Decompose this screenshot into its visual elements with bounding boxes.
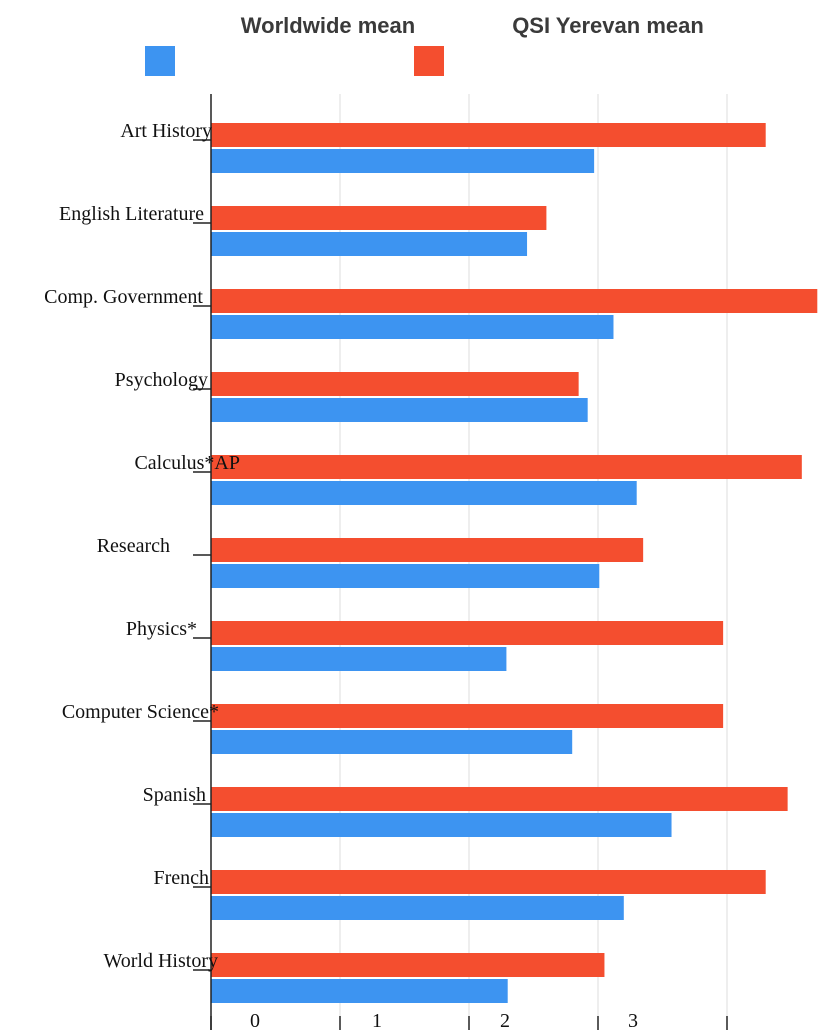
bar-qsi-yerevan-calculus-ap (211, 455, 802, 479)
x-tick-label: 2 (500, 1010, 510, 1030)
category-label: World History (104, 950, 219, 972)
bar-qsi-yerevan-psychology (211, 372, 579, 396)
legend-label-qsi-yerevan-mean: QSI Yerevan mean (512, 13, 704, 38)
bar-worldwide-comp-government (211, 315, 614, 339)
category-label: French (153, 867, 209, 889)
category-label: Research (97, 535, 170, 557)
y-axis (193, 94, 728, 1030)
bar-qsi-yerevan-research (211, 538, 644, 562)
bar-qsi-yerevan-french (211, 870, 766, 894)
bar-qsi-yerevan-spanish (211, 787, 788, 811)
legend-swatch-worldwide-mean (145, 46, 175, 76)
legend: Worldwide mean QSI Yerevan mean (145, 13, 704, 76)
legend-swatch-qsi-yerevan-mean (414, 46, 444, 76)
bar-worldwide-psychology (211, 398, 588, 422)
legend-label-worldwide-mean: Worldwide mean (241, 13, 415, 38)
category-label: Art History (120, 120, 212, 142)
x-tick-label: 3 (628, 1010, 638, 1030)
category-label: English Literature (59, 203, 204, 225)
x-tick-label: 1 (372, 1010, 382, 1030)
bar-worldwide-art-history (211, 149, 595, 173)
bar-qsi-yerevan-english-literature (211, 206, 547, 230)
bar-worldwide-world-history (211, 979, 508, 1003)
category-labels: Art History English Literature Comp. Gover… (44, 120, 240, 972)
bar-worldwide-physics (211, 647, 507, 671)
bars (211, 123, 818, 1003)
bar-qsi-yerevan-comp-government (211, 289, 818, 313)
bar-worldwide-spanish (211, 813, 672, 837)
bar-worldwide-calculus-ap (211, 481, 637, 505)
bar-worldwide-research (211, 564, 600, 588)
bar-worldwide-computer-science (211, 730, 573, 754)
category-label: Computer Science* (62, 701, 219, 723)
category-label: Physics* (126, 618, 197, 640)
bar-worldwide-french (211, 896, 624, 920)
bar-worldwide-english-literature (211, 232, 528, 256)
bar-qsi-yerevan-art-history (211, 123, 766, 147)
x-tick-labels: 0 1 2 3 (250, 1010, 638, 1030)
bar-qsi-yerevan-physics (211, 621, 724, 645)
bar-qsi-yerevan-computer-science (211, 704, 724, 728)
bar-qsi-yerevan-world-history (211, 953, 605, 977)
category-label: Calculus*AP (134, 452, 240, 474)
x-tick-label: 0 (250, 1010, 260, 1030)
category-label: Comp. Government (44, 286, 203, 308)
category-label: Psychology (115, 369, 208, 391)
category-label: Spanish (143, 784, 206, 806)
